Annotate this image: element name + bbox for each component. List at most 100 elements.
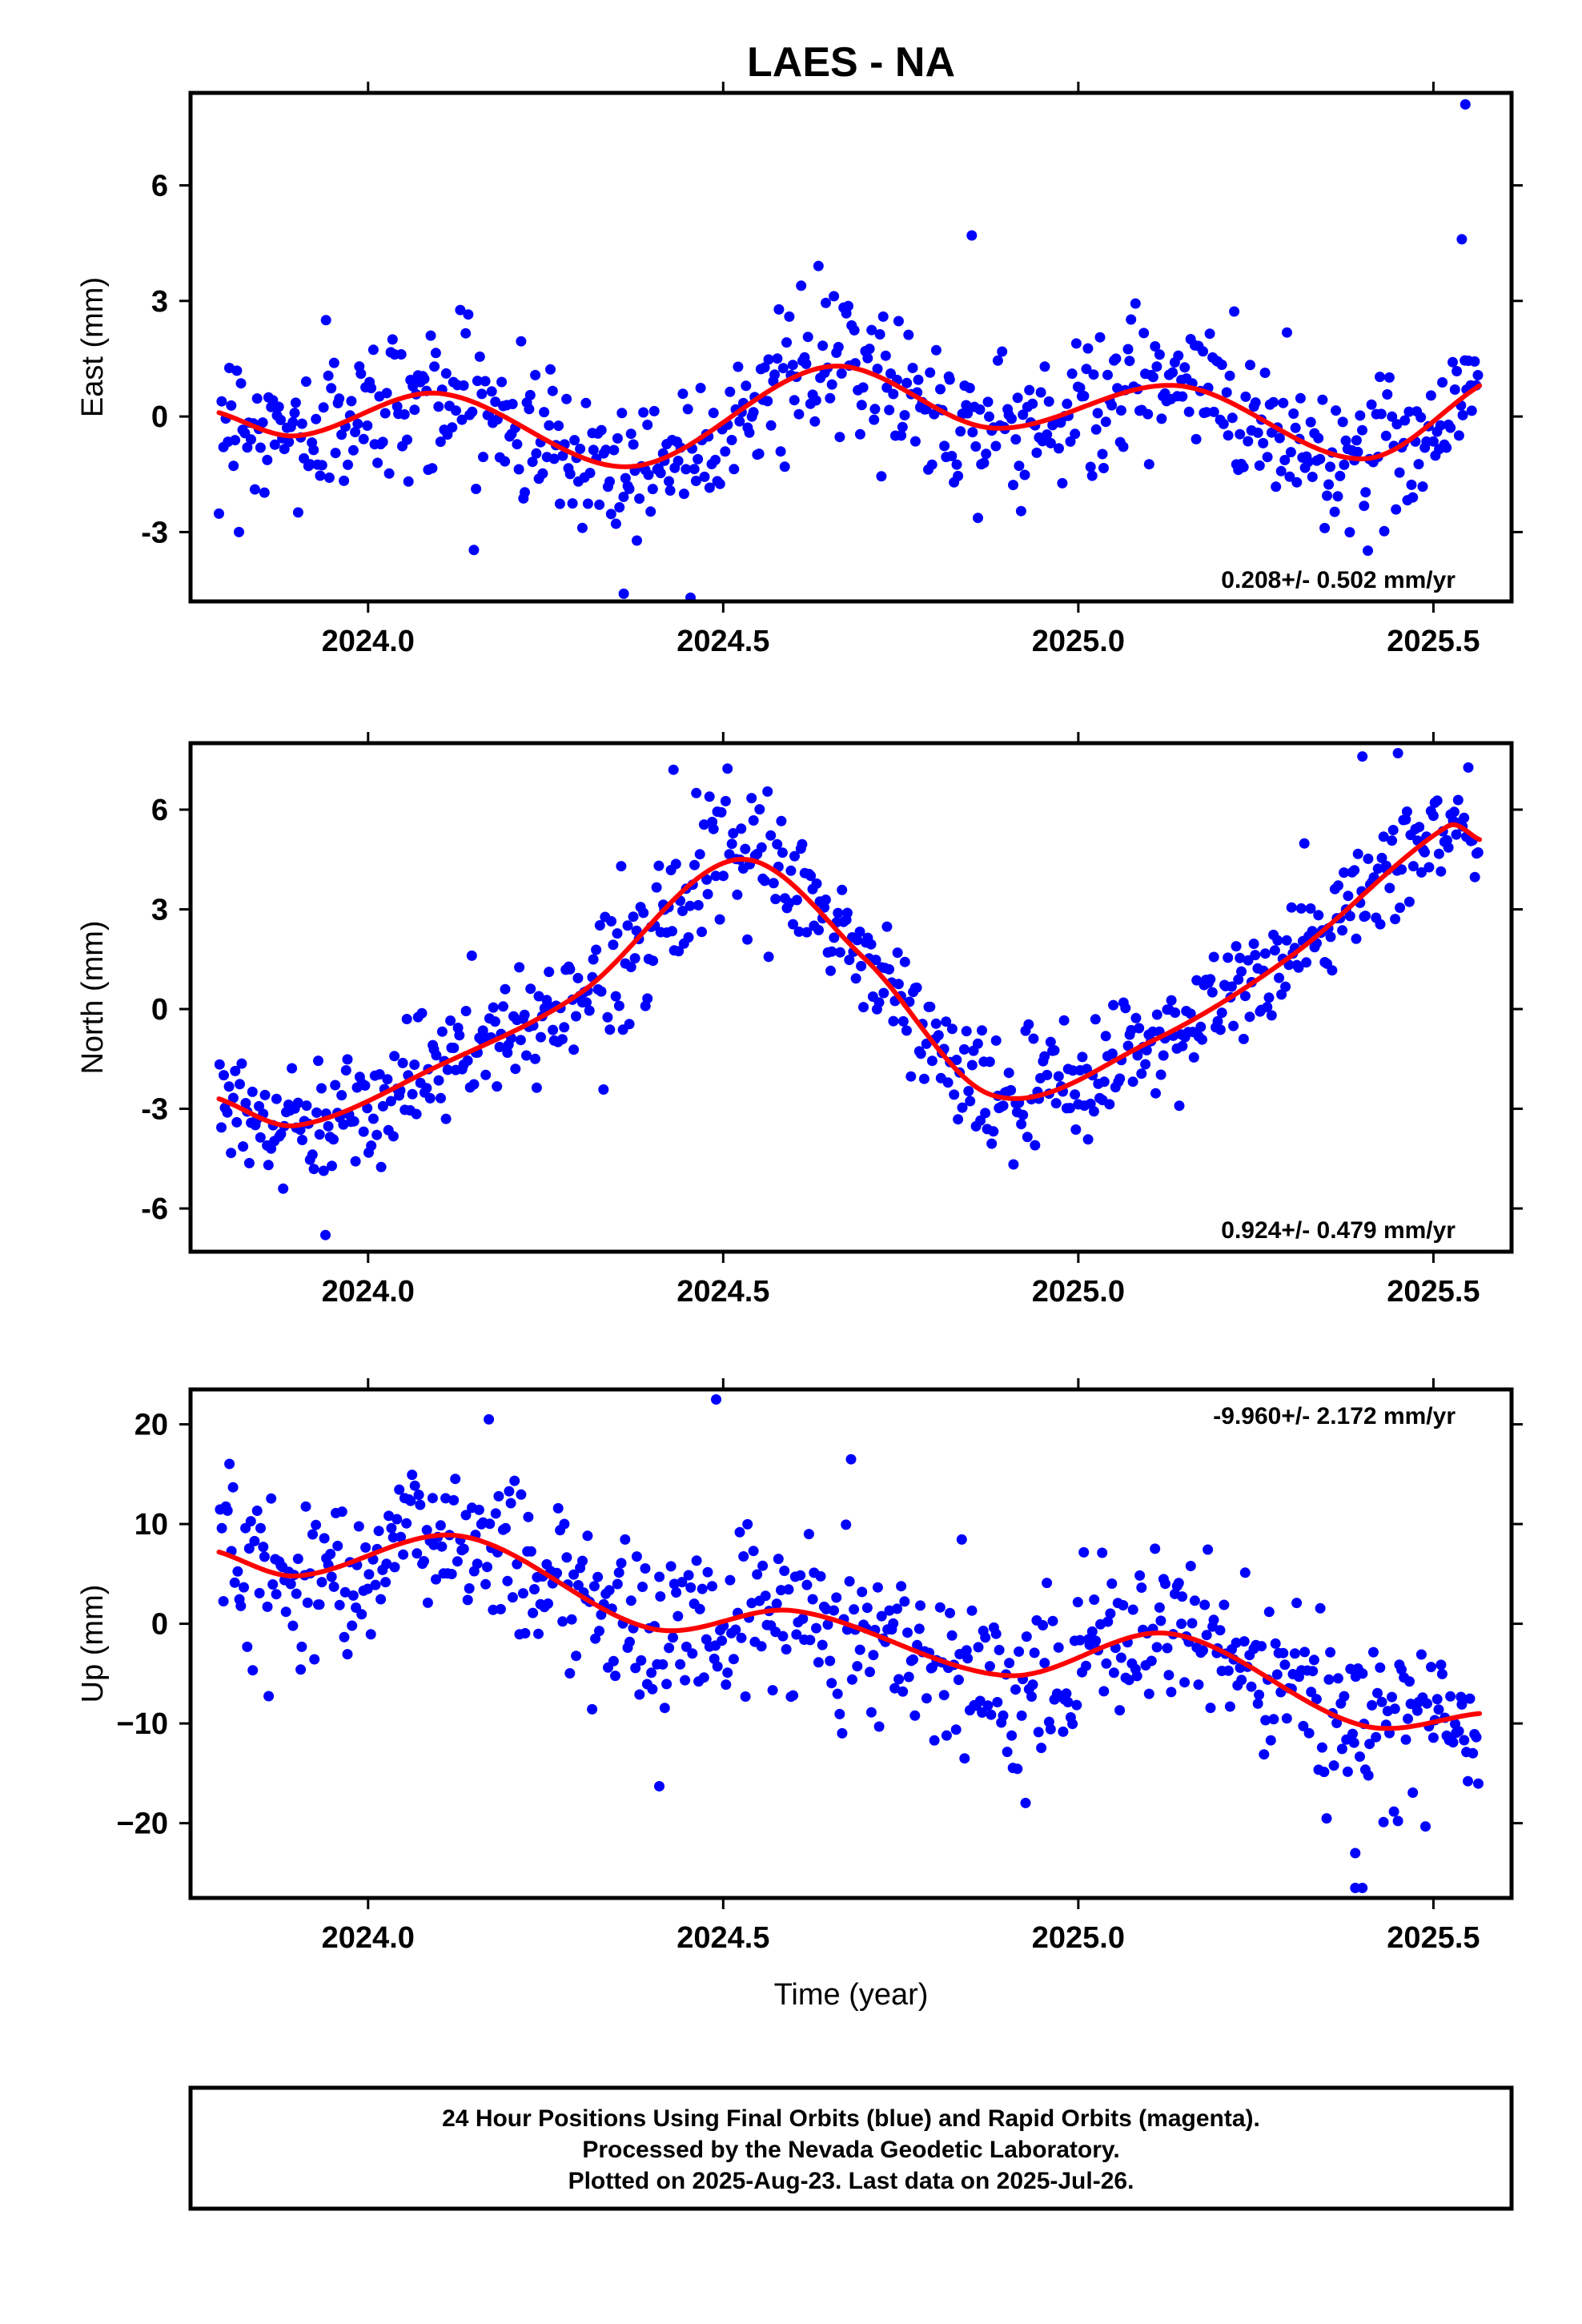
north-point — [998, 1100, 1009, 1112]
up-point — [837, 1727, 848, 1739]
north-point — [949, 1089, 960, 1100]
north-point — [1067, 1065, 1078, 1076]
north-point — [801, 927, 813, 938]
x-tick-label: 2025.5 — [1387, 1921, 1480, 1955]
north-point — [777, 847, 788, 858]
up-point — [691, 1555, 702, 1566]
east-point — [596, 424, 607, 436]
north-point — [436, 1026, 448, 1037]
north-point — [584, 1005, 595, 1016]
up-point — [1223, 1665, 1234, 1676]
east-point — [726, 435, 737, 445]
north-point — [247, 1086, 258, 1097]
up-point — [1307, 1666, 1319, 1677]
east-point — [1088, 369, 1099, 380]
up-point — [803, 1529, 814, 1540]
up-point — [247, 1665, 259, 1676]
east-point — [779, 461, 790, 472]
up-point — [664, 1642, 675, 1654]
north-point — [436, 1092, 446, 1104]
north-point — [720, 795, 731, 806]
north-point — [440, 1113, 452, 1124]
east-point — [440, 368, 452, 379]
north-point — [1082, 1134, 1094, 1145]
north-point — [826, 946, 837, 957]
north-point — [710, 870, 721, 882]
east-point — [544, 420, 555, 431]
up-point — [421, 1525, 432, 1536]
north-point — [613, 1000, 624, 1011]
up-point — [992, 1697, 1003, 1707]
north-point — [1390, 914, 1401, 925]
up-point — [1118, 1600, 1129, 1610]
up-point — [1376, 1696, 1387, 1707]
up-point — [752, 1569, 763, 1580]
east-point — [1204, 328, 1215, 340]
north-point — [371, 1129, 383, 1140]
north-point — [888, 1015, 899, 1027]
east-point — [467, 406, 478, 417]
east-point — [468, 545, 480, 556]
up-point — [1321, 1813, 1332, 1824]
east-point — [748, 407, 759, 418]
up-point — [1270, 1638, 1281, 1649]
up-point — [588, 1581, 600, 1592]
up-point — [1199, 1599, 1211, 1610]
east-point — [1042, 429, 1053, 440]
up-point — [1400, 1734, 1411, 1745]
east-point — [545, 364, 556, 375]
north-point — [1023, 1019, 1034, 1030]
north-point — [498, 1001, 508, 1012]
north-point — [1363, 853, 1374, 864]
north-point — [748, 815, 759, 826]
up-point — [1045, 1723, 1056, 1735]
east-point — [817, 340, 829, 352]
east-point — [458, 380, 469, 391]
east-point — [343, 459, 353, 470]
up-point — [852, 1661, 863, 1672]
up-point — [687, 1648, 698, 1659]
east-point — [880, 350, 891, 361]
up-point — [671, 1587, 682, 1598]
panel-east: 2024.0 2024.5 2025.0 2025.5 -3 0 3 6 East (mm) 0.… — [76, 82, 1523, 658]
north-point — [833, 907, 844, 919]
up-point — [717, 1635, 728, 1647]
up-point — [1435, 1659, 1447, 1671]
east-point — [1399, 415, 1411, 426]
north-point — [1269, 945, 1280, 956]
up-point — [1279, 1659, 1291, 1671]
up-point — [1299, 1647, 1311, 1658]
north-point — [1050, 1098, 1062, 1109]
east-point — [474, 351, 485, 362]
north-point — [704, 791, 715, 802]
east-point — [387, 334, 398, 345]
up-point — [1456, 1699, 1468, 1710]
east-point — [372, 457, 383, 468]
north-point — [1293, 962, 1304, 973]
up-point — [1105, 1608, 1116, 1619]
east-point — [409, 404, 420, 416]
east-point — [997, 346, 1008, 357]
north-point — [610, 991, 621, 1002]
north-point — [1407, 861, 1419, 872]
north-point — [1170, 1007, 1181, 1018]
up-point — [707, 1581, 717, 1592]
north-point — [510, 1063, 521, 1075]
east-point — [500, 456, 511, 467]
north-point — [793, 926, 805, 937]
up-point — [1014, 1646, 1025, 1657]
east-point — [249, 484, 260, 495]
up-points — [215, 1394, 1484, 1893]
east-point — [765, 420, 777, 431]
east-point — [269, 439, 280, 450]
east-point — [645, 506, 656, 517]
east-point — [1070, 338, 1082, 349]
east-point — [234, 526, 244, 537]
north-point — [1207, 987, 1218, 998]
east-point — [1243, 436, 1254, 447]
y-tick-label: -6 — [141, 1192, 168, 1226]
east-point — [383, 468, 395, 479]
north-point — [559, 1022, 570, 1033]
up-point — [1067, 1719, 1078, 1730]
north-point — [1262, 1002, 1273, 1012]
